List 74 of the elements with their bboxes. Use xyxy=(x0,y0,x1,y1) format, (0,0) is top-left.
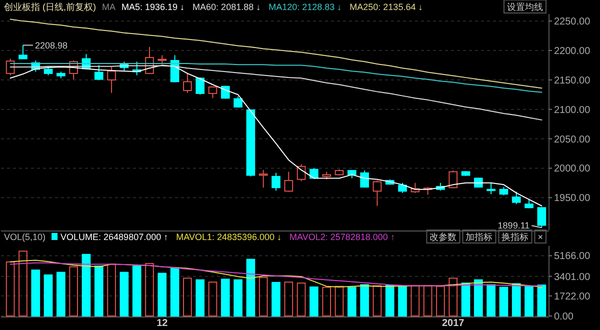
bar xyxy=(18,250,28,316)
bar xyxy=(398,286,407,316)
y-tick-label: 2100.00 xyxy=(554,104,591,116)
bar xyxy=(94,266,104,316)
y-tick-label: 1950.00 xyxy=(554,193,591,204)
chart-title: 创业板指 (日线,前复权) xyxy=(4,2,96,12)
bar xyxy=(474,279,483,316)
y-tick-label: 2050.00 xyxy=(554,134,591,146)
text: MA5: 1936.19 ↓ xyxy=(122,2,185,12)
chart-title: VOL(5,10) xyxy=(4,232,46,242)
bar xyxy=(524,286,534,316)
bar xyxy=(436,286,445,316)
bar xyxy=(486,284,496,316)
bar xyxy=(258,277,268,316)
y-tick-label: 2200.00 xyxy=(554,46,591,57)
bar xyxy=(132,266,142,316)
y-tick-label: 3401.00 xyxy=(554,272,591,283)
text: 改参数 xyxy=(430,232,457,242)
bar xyxy=(82,254,91,316)
bar xyxy=(448,278,458,316)
bar xyxy=(512,283,521,316)
y-tick-label: 2250.00 xyxy=(554,16,591,28)
bar xyxy=(410,285,420,316)
bar xyxy=(44,274,53,316)
text: 换指标 xyxy=(502,232,529,242)
y-tick-label: 5166.00 xyxy=(554,251,591,262)
bar xyxy=(360,284,369,316)
bar xyxy=(220,278,230,316)
bar xyxy=(31,270,40,316)
text: 加指标 xyxy=(466,232,493,242)
bar xyxy=(6,261,15,316)
text: MA120: 2128.83 ↓ xyxy=(268,2,342,12)
bar xyxy=(310,286,318,316)
y-tick-label: 2000.00 xyxy=(554,164,591,175)
annotation: 2208.98 xyxy=(34,40,68,51)
bar xyxy=(334,286,344,316)
y-tick-label: 0.00 xyxy=(554,312,574,322)
text: × xyxy=(538,232,543,242)
bar xyxy=(537,284,546,316)
bar xyxy=(196,279,205,316)
bar xyxy=(347,286,356,316)
y-tick-label: 1722.00 xyxy=(554,291,591,302)
text: MAVOL2: 25782818.000 ↑ xyxy=(290,232,395,242)
annotation: 1899.11 xyxy=(498,220,530,231)
bar xyxy=(322,286,332,316)
text: MA xyxy=(102,2,116,12)
bar xyxy=(56,272,66,316)
bar xyxy=(69,266,78,316)
bar xyxy=(461,282,470,316)
bar xyxy=(372,285,382,316)
bar xyxy=(170,267,180,316)
x-tick-label: 12 xyxy=(156,318,168,329)
bar xyxy=(208,282,218,316)
bar xyxy=(120,272,129,316)
bar xyxy=(158,272,167,316)
y-tick-label: 2150.00 xyxy=(554,75,591,86)
bar xyxy=(296,282,306,316)
text: MA60: 2081.88 ↓ xyxy=(192,2,261,12)
text: MA250: 2135.64 ↓ xyxy=(350,2,423,12)
text: 设置均线 xyxy=(507,2,543,12)
bar xyxy=(145,263,154,316)
bar xyxy=(246,258,256,316)
bar xyxy=(499,286,508,316)
bar xyxy=(272,282,280,316)
bar xyxy=(385,284,394,316)
text: MAVOL1: 24835396.000 ↓ xyxy=(176,232,282,242)
bar xyxy=(107,264,116,316)
bar xyxy=(234,279,242,316)
line-series xyxy=(10,18,542,89)
legend-label: VOLUME: 26489807.000 ↑ xyxy=(60,232,168,242)
bar xyxy=(284,282,294,316)
bar xyxy=(183,278,192,316)
bar xyxy=(423,285,432,316)
x-tick-label: 2017 xyxy=(442,318,465,329)
